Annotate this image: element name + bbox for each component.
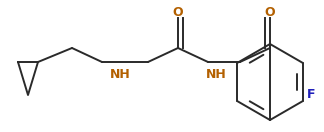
Text: NH: NH	[206, 68, 226, 81]
Text: O: O	[265, 6, 275, 18]
Text: NH: NH	[110, 68, 130, 81]
Text: O: O	[173, 6, 183, 18]
Text: F: F	[307, 88, 315, 102]
